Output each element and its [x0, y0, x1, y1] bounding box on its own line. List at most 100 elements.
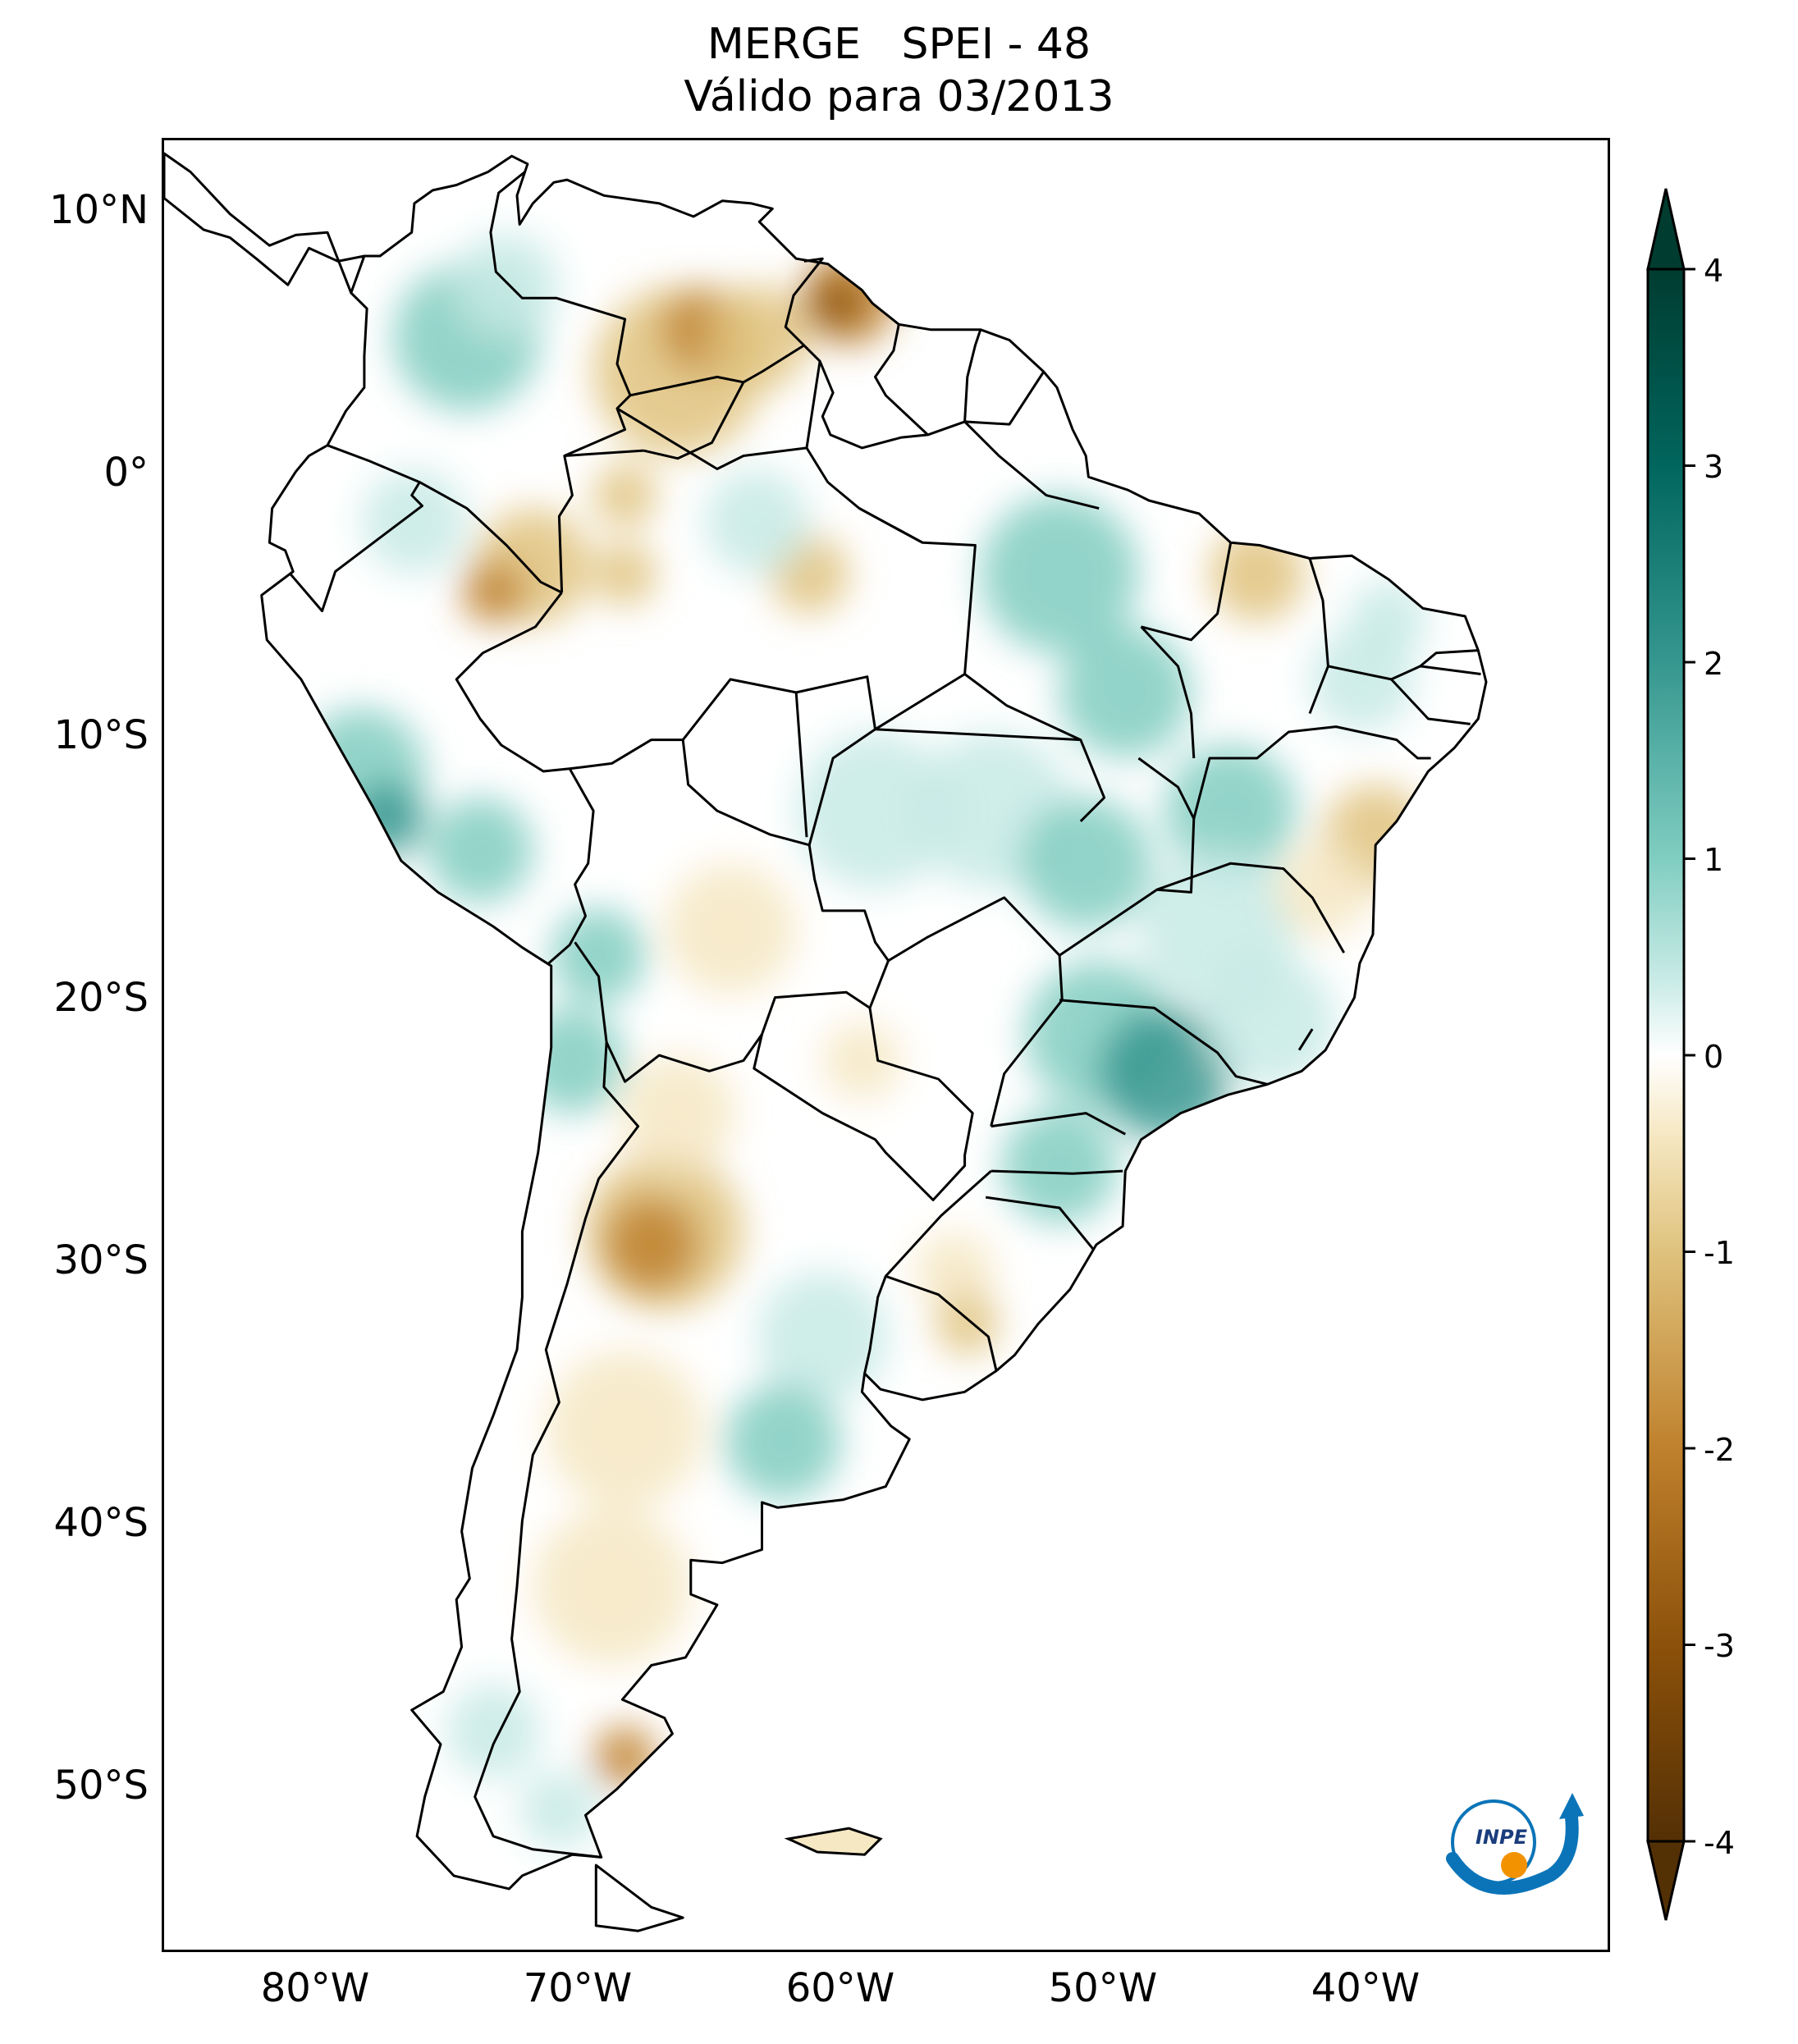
spei-blob [796, 731, 954, 890]
border-line [682, 673, 966, 741]
border-line [805, 360, 1106, 822]
border-line [574, 941, 871, 1083]
border-line [570, 738, 890, 1008]
lat-tick-50s: 50°S [53, 1763, 149, 1809]
spei-blob [822, 1021, 902, 1100]
coastline [164, 152, 1488, 1932]
lat-tick-30s: 30°S [53, 1237, 149, 1283]
spei-blob [980, 495, 1139, 653]
lon-tick-40w: 40°W [1311, 1965, 1421, 2011]
colorbar-label-minus3: -3 [1704, 1628, 1735, 1664]
spei-blob [361, 469, 468, 574]
spei-blob [551, 908, 647, 1004]
colorbar-label-minus1: -1 [1704, 1235, 1735, 1271]
spei-blob [664, 863, 797, 995]
lat-tick-20s: 20°S [53, 975, 149, 1021]
border-line [991, 1112, 1127, 1136]
spei-blob [703, 285, 810, 391]
colorbar-label-1: 1 [1704, 842, 1724, 878]
logo-swoosh-icon [1446, 1811, 1579, 1895]
spei-blob [1164, 744, 1297, 877]
spei-blob [936, 1292, 1000, 1356]
spei-blob [620, 1055, 736, 1172]
border-line [885, 1274, 998, 1371]
border-line [1390, 678, 1471, 725]
colorbar-gradient [1646, 268, 1686, 1843]
spei-blob [1204, 955, 1337, 1087]
border-line [874, 324, 929, 436]
colorbar-label-4: 4 [1704, 253, 1724, 289]
border-line [1328, 665, 1481, 681]
border-line [1192, 725, 1431, 820]
logo-text: INPE [1475, 1826, 1528, 1849]
border-line [1059, 757, 1196, 957]
lat-tick-40s: 40°S [53, 1500, 149, 1546]
border-line [858, 507, 923, 544]
border-line [455, 592, 595, 965]
spei-blob [1275, 842, 1370, 937]
border-line [564, 449, 644, 457]
border-line [616, 407, 807, 470]
border-line [794, 692, 808, 838]
border-line [1156, 862, 1346, 953]
map-subtitle: Válido para 03/2013 [684, 72, 1114, 121]
border-line [474, 1042, 640, 1859]
border-line [753, 1008, 974, 1201]
colorbar-label-3: 3 [1704, 449, 1724, 485]
colorbar-extend-top [1646, 188, 1686, 271]
border-line [1141, 542, 1233, 642]
country-state-borders [289, 171, 1481, 1859]
border-line [963, 420, 1100, 510]
spei-blob [593, 464, 657, 528]
spei-blob [519, 1770, 599, 1850]
colorbar-label-2: 2 [1704, 646, 1724, 682]
colorbar-extend-bottom [1646, 1840, 1686, 1921]
spei-blob [350, 781, 425, 856]
lon-tick-60w: 60°W [785, 1965, 895, 2011]
spei-blob [1349, 579, 1429, 659]
border-line [887, 896, 1064, 1127]
lat-tick-0: 0° [103, 450, 149, 496]
spei-blob [1020, 798, 1152, 930]
lat-tick-10s: 10°S [53, 712, 149, 758]
border-line [289, 444, 423, 613]
border-line [1140, 625, 1196, 759]
colorbar-label-minus2: -2 [1704, 1432, 1735, 1468]
falkland-islands [784, 1827, 883, 1856]
spei-blob [546, 1349, 704, 1508]
map-title: MERGE SPEI - 48 [707, 20, 1091, 69]
spei-blob [809, 277, 862, 330]
spei-blob [914, 1231, 994, 1310]
logo-sun-icon [1501, 1852, 1527, 1878]
lon-tick-50w: 50°W [1048, 1965, 1158, 2011]
colorbar [1646, 188, 1695, 1921]
border-line [1419, 649, 1479, 668]
spei-blob [454, 232, 560, 338]
spei-blob [1001, 1108, 1118, 1224]
spei-blob [1059, 626, 1192, 759]
border-line [489, 171, 632, 593]
spei-blob [703, 469, 810, 574]
map-panel [162, 138, 1610, 1952]
spei-blob [757, 1270, 889, 1403]
lon-tick-70w: 70°W [523, 1965, 633, 2011]
border-line [1059, 999, 1268, 1086]
border-line [1308, 558, 1329, 715]
spei-blob [725, 1383, 841, 1500]
border-line [963, 329, 982, 422]
spei-blob [593, 542, 657, 606]
spei-blob [603, 1197, 699, 1292]
border-line [991, 1169, 1123, 1175]
colorbar-label-minus4: -4 [1704, 1825, 1735, 1861]
spei-field [164, 153, 1486, 1932]
inpe-logo: INPE [1446, 1793, 1584, 1895]
spei-blob [427, 798, 533, 903]
lat-tick-10n: 10°N [49, 187, 149, 233]
border-line [863, 1169, 992, 1374]
spei-blob [519, 1008, 625, 1113]
border-line [784, 257, 1045, 450]
south-america-map [164, 152, 1488, 1932]
border-line [643, 382, 745, 460]
border-line [875, 728, 1081, 742]
spei-blob [533, 1507, 691, 1666]
